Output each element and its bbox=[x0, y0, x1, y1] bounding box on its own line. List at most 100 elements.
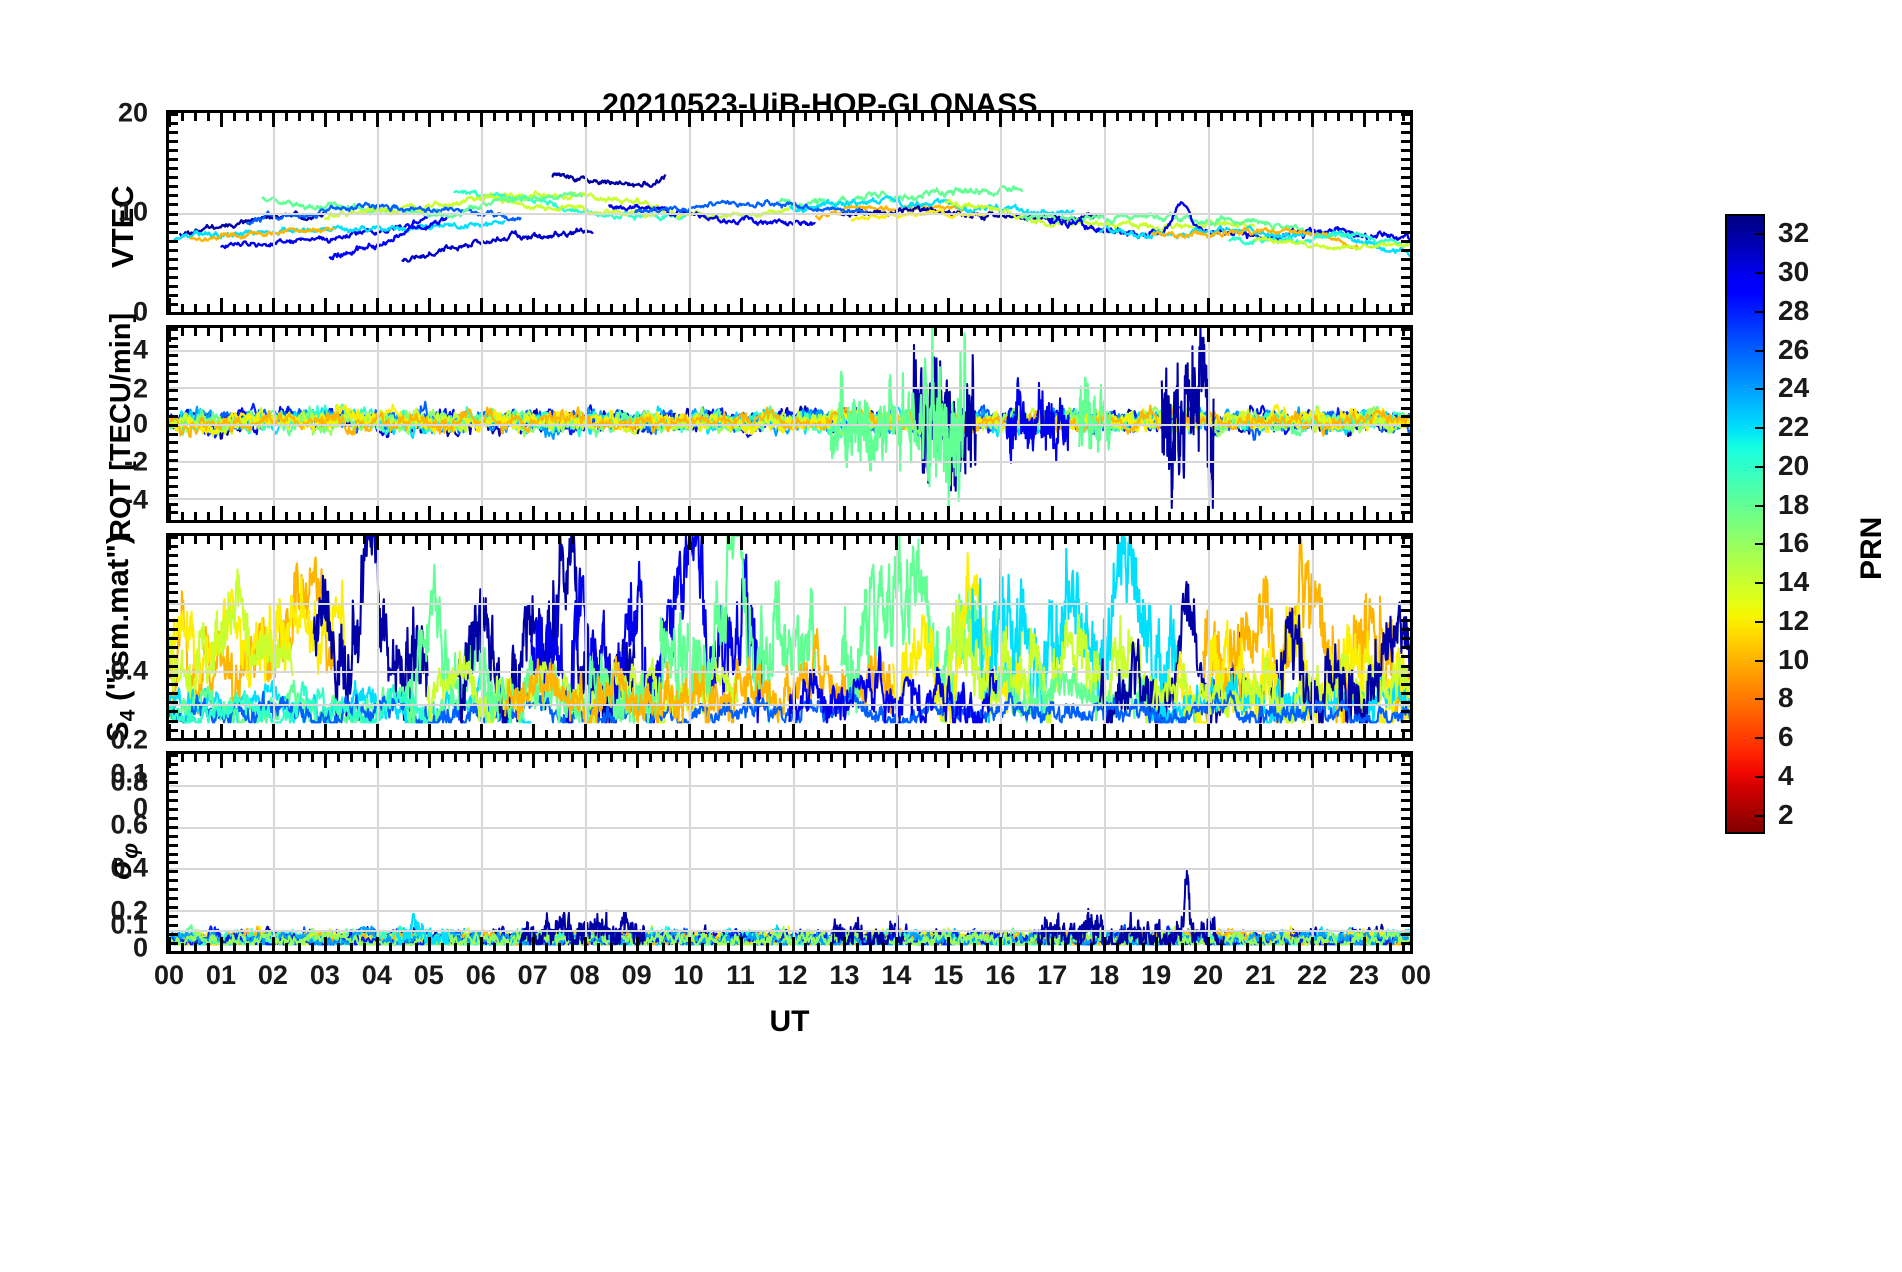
axis-tick-minor bbox=[1389, 512, 1393, 520]
axis-tick-minor bbox=[1298, 730, 1302, 738]
axis-tick-minor bbox=[544, 754, 548, 762]
axis-tick-major bbox=[583, 328, 587, 342]
axis-tick-minor bbox=[169, 738, 178, 741]
axis-tick-major bbox=[791, 754, 795, 768]
axis-tick-major bbox=[1051, 937, 1055, 951]
axis-tick-minor bbox=[1401, 915, 1410, 919]
axis-tick-major bbox=[895, 536, 899, 550]
axis-tick-minor bbox=[960, 536, 964, 544]
axis-tick-minor bbox=[169, 692, 178, 696]
axis-tick-minor bbox=[1220, 730, 1224, 738]
gridline-v bbox=[272, 754, 275, 951]
axis-tick-minor bbox=[557, 943, 561, 951]
axis-tick-major bbox=[1363, 937, 1367, 951]
axis-tick-minor bbox=[349, 304, 353, 312]
axis-tick-minor bbox=[388, 512, 392, 520]
colorbar-tick-mark bbox=[1755, 582, 1765, 585]
axis-tick-minor bbox=[505, 730, 509, 738]
axis-tick-minor bbox=[544, 512, 548, 520]
axis-tick-minor bbox=[1401, 710, 1410, 714]
axis-tick-minor bbox=[1401, 520, 1410, 523]
axis-tick-minor bbox=[169, 754, 178, 757]
axis-tick-minor bbox=[1337, 730, 1341, 738]
axis-tick-minor bbox=[869, 113, 873, 121]
colorbar-tick-mark bbox=[1755, 427, 1765, 430]
axis-tick-minor bbox=[674, 536, 678, 544]
x-tick-label: 08 bbox=[569, 960, 600, 990]
vtec-ytick-10: 10 bbox=[117, 196, 148, 227]
axis-tick-minor bbox=[973, 512, 977, 520]
axis-tick-minor bbox=[1246, 512, 1250, 520]
data-series-line bbox=[1005, 377, 1070, 464]
axis-tick-major bbox=[531, 113, 535, 127]
axis-tick-major bbox=[271, 298, 275, 312]
axis-tick-minor bbox=[505, 328, 509, 336]
axis-tick-minor bbox=[169, 728, 178, 732]
axis-tick-minor bbox=[206, 304, 210, 312]
axis-tick-minor bbox=[973, 754, 977, 762]
axis-tick-major bbox=[1259, 724, 1263, 738]
axis-tick-minor bbox=[1181, 304, 1185, 312]
axis-tick-minor bbox=[557, 730, 561, 738]
axis-tick-major bbox=[375, 724, 379, 738]
axis-tick-minor bbox=[232, 730, 236, 738]
axis-tick-minor bbox=[169, 852, 178, 856]
axis-tick-minor bbox=[1285, 113, 1289, 121]
colorbar-tick-mark bbox=[1755, 349, 1765, 352]
colorbar-tick-mark bbox=[1755, 659, 1765, 662]
axis-tick-minor bbox=[1401, 476, 1410, 480]
axis-tick-minor bbox=[856, 536, 860, 544]
axis-tick-major bbox=[1311, 724, 1315, 738]
axis-tick-minor bbox=[284, 304, 288, 312]
axis-tick-minor bbox=[336, 730, 340, 738]
axis-tick-minor bbox=[570, 536, 574, 544]
axis-tick-minor bbox=[414, 730, 418, 738]
axis-tick-minor bbox=[713, 512, 717, 520]
axis-tick-minor bbox=[596, 943, 600, 951]
axis-tick-minor bbox=[1233, 943, 1237, 951]
gridline-v bbox=[376, 536, 379, 738]
axis-tick-minor bbox=[752, 512, 756, 520]
axis-tick-minor bbox=[169, 149, 178, 153]
axis-tick-minor bbox=[1401, 248, 1410, 252]
axis-tick-minor bbox=[700, 730, 704, 738]
axis-tick-minor bbox=[492, 730, 496, 738]
axis-tick-minor bbox=[388, 754, 392, 762]
axis-tick-major bbox=[479, 328, 483, 342]
gridline-h bbox=[169, 670, 1410, 673]
rot-ytick-4: 4 bbox=[132, 334, 148, 365]
axis-tick-minor bbox=[921, 328, 925, 336]
axis-tick-minor bbox=[1246, 304, 1250, 312]
data-series-line bbox=[922, 328, 967, 516]
axis-tick-minor bbox=[661, 536, 665, 544]
axis-tick-minor bbox=[1012, 943, 1016, 951]
axis-tick-minor bbox=[817, 730, 821, 738]
axis-tick-minor bbox=[245, 730, 249, 738]
axis-tick-minor bbox=[1350, 536, 1354, 544]
sig-ytick-06: 0.6 bbox=[110, 809, 148, 840]
axis-tick-major bbox=[219, 724, 223, 738]
axis-tick-minor bbox=[336, 754, 340, 762]
axis-tick-minor bbox=[921, 943, 925, 951]
rot-ytick-0: 0 bbox=[132, 408, 148, 439]
axis-tick-minor bbox=[1401, 328, 1410, 331]
axis-tick-major bbox=[791, 298, 795, 312]
axis-tick-minor bbox=[1012, 304, 1016, 312]
gridline-h bbox=[169, 497, 1410, 500]
axis-tick-major bbox=[895, 113, 899, 127]
axis-tick-minor bbox=[1401, 951, 1410, 954]
gridline-v bbox=[1208, 754, 1211, 951]
axis-tick-minor bbox=[1389, 328, 1393, 336]
axis-tick-minor bbox=[557, 113, 561, 121]
axis-tick-minor bbox=[1090, 512, 1094, 520]
axis-tick-minor bbox=[544, 943, 548, 951]
axis-tick-major bbox=[791, 536, 795, 550]
colorbar-tick-mark bbox=[1755, 465, 1765, 468]
axis-tick-minor bbox=[297, 536, 301, 544]
axis-tick-minor bbox=[206, 113, 210, 121]
axis-tick-minor bbox=[310, 754, 314, 762]
axis-tick-minor bbox=[934, 328, 938, 336]
axis-tick-major bbox=[687, 937, 691, 951]
axis-tick-minor bbox=[570, 512, 574, 520]
axis-tick-minor bbox=[1025, 754, 1029, 762]
